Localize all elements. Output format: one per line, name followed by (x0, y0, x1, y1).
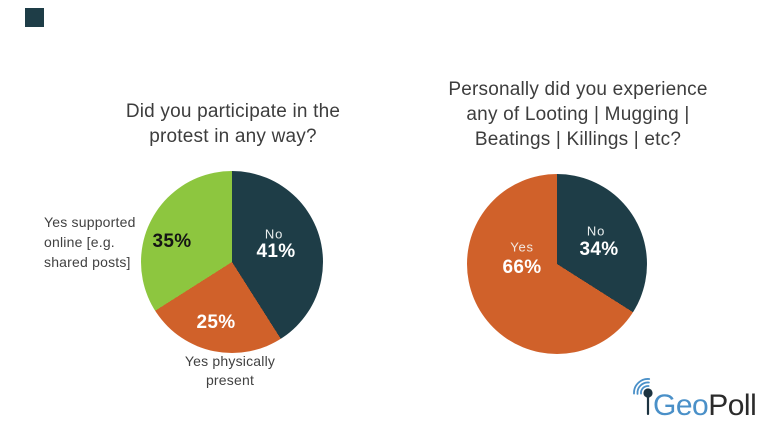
slice-label-no: No (264, 226, 284, 242)
signal-pin-icon (633, 378, 653, 415)
logo-text: GeoPoll (653, 389, 757, 422)
slice-pct-no: 41% (256, 241, 296, 262)
slice-pct-supported-online: 35% (152, 231, 192, 252)
chart-title-experience: Personally did you experience any of Loo… (448, 79, 708, 150)
pie-experience (467, 174, 647, 354)
slice-pct-no-right: 34% (579, 239, 619, 260)
chart-title-participation: Did you participate in the protest in an… (125, 101, 341, 147)
logo-geo: Geo (653, 389, 709, 422)
slice-pct-yes-right: 66% (502, 257, 542, 278)
corner-accent-square (25, 8, 44, 27)
pie-participation (141, 171, 323, 353)
geopoll-logo: GeoPoll (629, 375, 764, 423)
slice-label-yes-right: Yes (510, 239, 534, 255)
logo-poll: Poll (708, 389, 757, 422)
label-supported-online: Yes supported online [e.g. shared posts] (44, 214, 136, 270)
slice-pct-physically-present: 25% (196, 312, 236, 333)
slice-label-no-right: No (586, 223, 606, 239)
label-physically-present: Yes physically present (184, 353, 276, 388)
